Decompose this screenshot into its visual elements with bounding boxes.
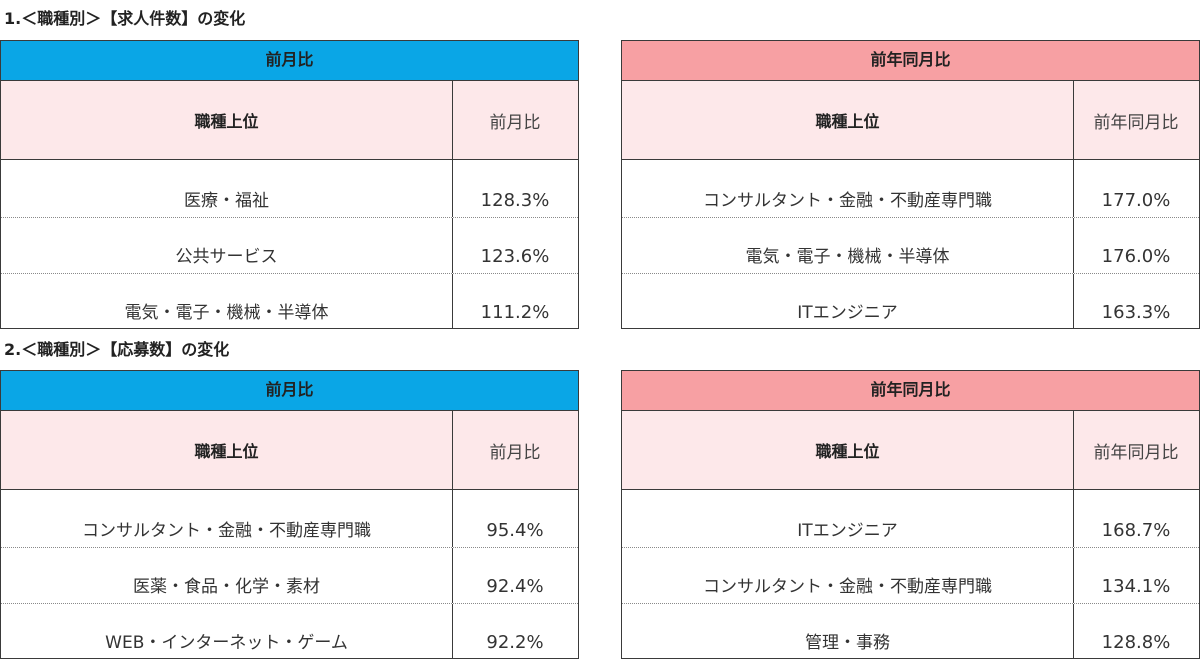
table-header: 前月比 [1, 41, 578, 81]
applications-mom-table: 前月比 職種上位 前月比 コンサルタント・金融・不動産専門職 95.4% 医薬・… [0, 370, 579, 659]
section-title-job-postings: 1.＜職種別＞【求人件数】の変化 [4, 9, 246, 28]
table-header: 前年同月比 [622, 371, 1199, 411]
ratio-cell: 123.6% [480, 246, 550, 267]
table-row: ITエンジニア 168.7% [622, 490, 1199, 547]
table-header: 前月比 [1, 371, 578, 411]
table-row: 医薬・食品・化学・素材 92.4% [1, 547, 578, 603]
table-row: コンサルタント・金融・不動産専門職 134.1% [622, 547, 1199, 603]
column-header-job-type: 職種上位 [1, 411, 453, 489]
column-header-job-type: 職種上位 [1, 81, 453, 159]
ratio-cell: 111.2% [480, 302, 550, 323]
table-row: 管理・事務 128.8% [622, 603, 1199, 659]
section-title-applications: 2.＜職種別＞【応募数】の変化 [4, 340, 230, 359]
job-type-cell: WEB・インターネット・ゲーム [1, 604, 453, 659]
job-type-cell: 電気・電子・機械・半導体 [622, 218, 1074, 273]
ratio-cell: 176.0% [1101, 246, 1171, 267]
column-header-row: 職種上位 前年同月比 [622, 81, 1199, 160]
job-type-cell: 管理・事務 [622, 604, 1074, 659]
table-row: WEB・インターネット・ゲーム 92.2% [1, 603, 578, 659]
column-header-row: 職種上位 前年同月比 [622, 411, 1199, 490]
ratio-cell: 177.0% [1101, 190, 1171, 211]
job-type-cell: 公共サービス [1, 218, 453, 273]
job-postings-yoy-table: 前年同月比 職種上位 前年同月比 コンサルタント・金融・不動産専門職 177.0… [621, 40, 1200, 329]
ratio-cell: 163.3% [1101, 302, 1171, 323]
job-type-cell: コンサルタント・金融・不動産専門職 [622, 160, 1074, 217]
job-type-cell: ITエンジニア [622, 274, 1074, 329]
ratio-cell: 92.4% [486, 576, 544, 597]
ratio-cell: 92.2% [486, 632, 544, 653]
job-type-cell: 医療・福祉 [1, 160, 453, 217]
ratio-cell: 168.7% [1101, 520, 1171, 541]
ratio-cell: 128.3% [480, 190, 550, 211]
table-row: コンサルタント・金融・不動産専門職 95.4% [1, 490, 578, 547]
job-type-cell: コンサルタント・金融・不動産専門職 [622, 548, 1074, 603]
column-header-job-type: 職種上位 [622, 411, 1074, 489]
table-row: 電気・電子・機械・半導体 176.0% [622, 217, 1199, 273]
column-header-ratio: 前月比 [489, 442, 541, 463]
column-header-ratio: 前年同月比 [1093, 442, 1179, 463]
job-type-cell: 電気・電子・機械・半導体 [1, 274, 453, 329]
column-header-ratio: 前年同月比 [1093, 112, 1179, 133]
table-row: ITエンジニア 163.3% [622, 273, 1199, 329]
table-row: コンサルタント・金融・不動産専門職 177.0% [622, 160, 1199, 217]
column-header-row: 職種上位 前月比 [1, 411, 578, 490]
ratio-cell: 95.4% [486, 520, 544, 541]
column-header-job-type: 職種上位 [622, 81, 1074, 159]
column-header-row: 職種上位 前月比 [1, 81, 578, 160]
applications-yoy-table: 前年同月比 職種上位 前年同月比 ITエンジニア 168.7% コンサルタント・… [621, 370, 1200, 659]
job-type-cell: ITエンジニア [622, 490, 1074, 547]
table-row: 電気・電子・機械・半導体 111.2% [1, 273, 578, 329]
ratio-cell: 134.1% [1101, 576, 1171, 597]
job-postings-mom-table: 前月比 職種上位 前月比 医療・福祉 128.3% 公共サービス 123.6% … [0, 40, 579, 329]
job-type-cell: 医薬・食品・化学・素材 [1, 548, 453, 603]
table-row: 公共サービス 123.6% [1, 217, 578, 273]
column-header-ratio: 前月比 [489, 112, 541, 133]
ratio-cell: 128.8% [1101, 632, 1171, 653]
job-type-cell: コンサルタント・金融・不動産専門職 [1, 490, 453, 547]
table-row: 医療・福祉 128.3% [1, 160, 578, 217]
table-header: 前年同月比 [622, 41, 1199, 81]
